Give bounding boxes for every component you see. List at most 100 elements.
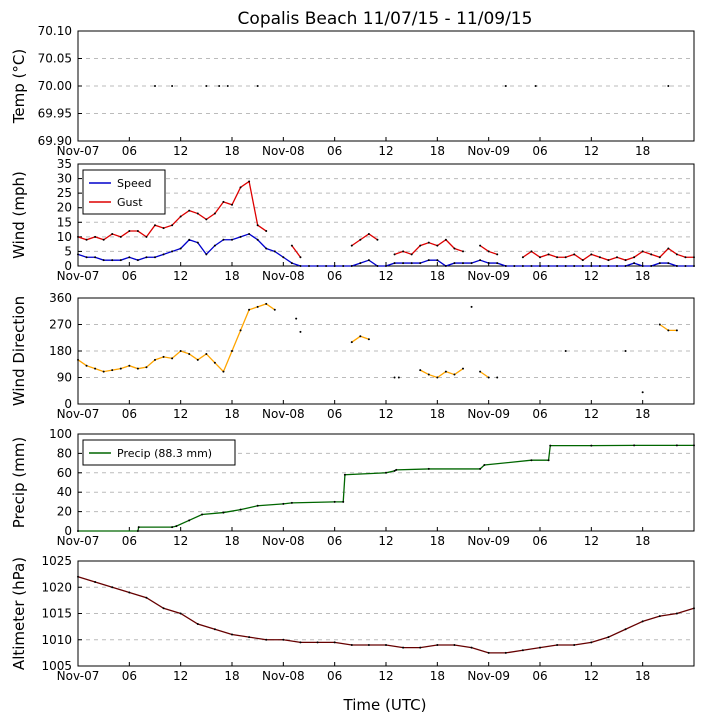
data-point xyxy=(675,612,678,615)
data-point xyxy=(393,253,396,256)
x-tick-label: 18 xyxy=(430,669,445,683)
data-point xyxy=(282,256,285,259)
data-point xyxy=(556,644,559,646)
data-point xyxy=(376,265,379,267)
data-point xyxy=(333,641,336,644)
data-point xyxy=(316,265,319,267)
data-point xyxy=(667,329,670,332)
y-tick-label: 100 xyxy=(49,427,72,441)
data-point xyxy=(205,85,208,87)
data-point xyxy=(419,262,422,265)
x-tick-label: Nov-09 xyxy=(467,534,510,548)
data-point xyxy=(248,232,251,235)
legend: Precip (88.3 mm) xyxy=(82,439,236,466)
data-point xyxy=(196,241,199,244)
y-axis-label: Wind (mph) xyxy=(10,171,28,259)
y-tick-label: 10 xyxy=(57,230,72,244)
panel-direction: 0 90 180 270 360 Nov-07 06 12 18 Nov-08 06 12 18 Nov-… xyxy=(10,291,695,421)
y-tick-label: 1005 xyxy=(41,659,72,673)
data-point xyxy=(624,259,627,262)
data-point xyxy=(213,361,216,364)
data-point xyxy=(427,241,430,244)
data-point xyxy=(658,256,661,259)
data-point xyxy=(675,444,678,447)
data-point xyxy=(273,308,276,311)
data-point xyxy=(487,250,490,253)
data-point xyxy=(530,265,533,267)
data-point xyxy=(402,262,405,265)
panel-altimeter: 1005 1010 1015 1020 1025 Nov-07 06 12 18 Nov-08 06… xyxy=(10,554,695,683)
data-point xyxy=(367,338,370,341)
data-point xyxy=(483,464,486,467)
data-point xyxy=(667,247,670,250)
data-point xyxy=(188,209,191,212)
series-line-precip xyxy=(78,444,694,532)
x-tick-label: Nov-08 xyxy=(262,407,305,421)
x-tick-label: 12 xyxy=(378,407,393,421)
data-point xyxy=(359,238,362,241)
data-point xyxy=(342,500,345,503)
x-tick-label: Nov-07 xyxy=(57,669,100,683)
data-point xyxy=(513,265,516,267)
data-point xyxy=(436,644,439,646)
data-point xyxy=(624,350,627,352)
data-point xyxy=(128,364,131,367)
data-point xyxy=(94,256,97,259)
data-point xyxy=(188,519,191,522)
data-point xyxy=(196,212,199,215)
data-point xyxy=(650,253,653,256)
x-tick-label: 12 xyxy=(173,669,188,683)
data-point xyxy=(633,262,636,265)
data-point xyxy=(94,581,97,583)
x-tick-label: 06 xyxy=(122,144,137,158)
y-tick-label: 1025 xyxy=(41,554,72,568)
x-tick-label: 12 xyxy=(584,269,599,283)
data-point xyxy=(196,623,199,625)
data-point xyxy=(231,203,233,206)
y-tick-label: 25 xyxy=(57,186,72,200)
x-tick-label: 06 xyxy=(122,534,137,548)
data-point xyxy=(684,256,687,259)
series-line-direction xyxy=(479,371,490,379)
y-tick-label: 1015 xyxy=(41,607,72,621)
data-point xyxy=(410,253,413,256)
data-point xyxy=(102,238,105,241)
data-point xyxy=(470,646,473,649)
x-tick-label: Nov-07 xyxy=(57,534,100,548)
data-point xyxy=(325,265,328,267)
data-point xyxy=(504,265,507,267)
data-point xyxy=(256,305,259,308)
data-point xyxy=(453,373,456,376)
data-point xyxy=(393,469,396,472)
data-point xyxy=(256,85,259,87)
data-point xyxy=(350,265,353,267)
data-point xyxy=(675,265,678,267)
y-tick-label: 5 xyxy=(64,244,72,258)
data-point xyxy=(496,253,499,256)
data-point xyxy=(359,335,362,338)
data-point xyxy=(521,265,524,267)
y-tick-label: 180 xyxy=(49,344,72,358)
data-point xyxy=(641,391,644,394)
x-tick-label: 06 xyxy=(532,269,547,283)
data-point xyxy=(102,259,105,262)
data-point xyxy=(479,244,482,247)
y-tick-label: 40 xyxy=(57,485,72,499)
data-point xyxy=(162,355,165,358)
y-tick-label: 0 xyxy=(64,259,72,273)
data-point xyxy=(470,262,473,265)
data-point xyxy=(539,256,541,259)
data-point xyxy=(119,259,122,262)
data-point xyxy=(205,218,208,221)
data-point xyxy=(128,230,131,233)
data-point xyxy=(213,628,216,631)
data-point xyxy=(444,265,447,267)
data-point xyxy=(641,265,644,267)
data-point xyxy=(539,265,541,267)
data-point xyxy=(239,329,242,332)
data-point xyxy=(496,262,499,265)
y-tick-label: 0 xyxy=(64,397,72,411)
data-point xyxy=(94,235,97,238)
data-point xyxy=(573,265,576,267)
x-tick-label: 12 xyxy=(584,669,599,683)
